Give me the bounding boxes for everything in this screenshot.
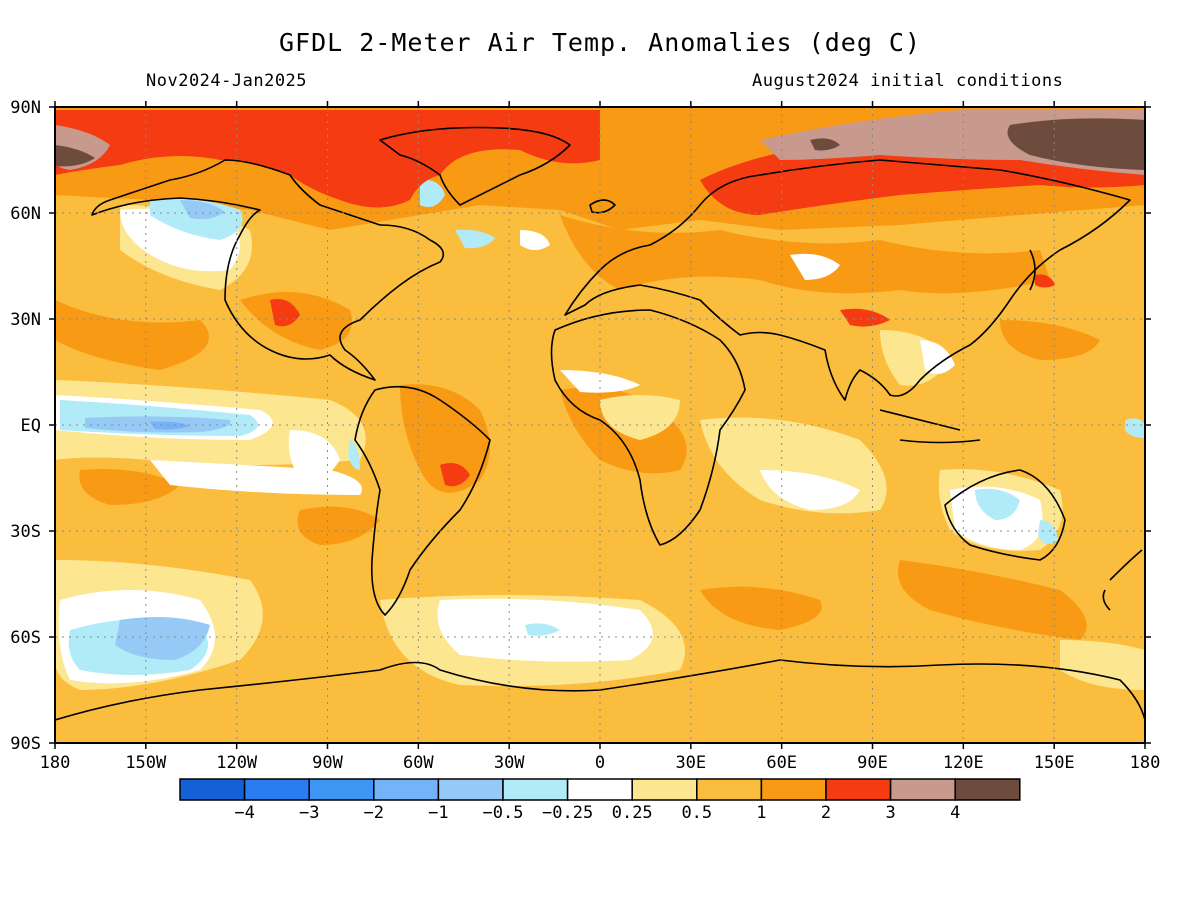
lat-label: 60S (10, 628, 41, 648)
colorbar-tick-label: 1 (756, 803, 766, 823)
lon-label: 30W (494, 753, 525, 773)
coast-new-zealand (1102, 549, 1143, 611)
colorbar-tick-label: −3 (299, 803, 319, 823)
axis-ticks (49, 101, 1151, 749)
lon-label: 180 (1130, 753, 1161, 773)
lat-label: EQ (21, 416, 41, 436)
lat-label: 90S (10, 734, 41, 754)
colorbar-tick-label: 3 (885, 803, 895, 823)
coast-north-america (91, 159, 445, 381)
lon-label: 0 (595, 753, 605, 773)
colorbar-swatch (696, 778, 763, 801)
coast-british-isles (589, 199, 616, 214)
anomaly-field (55, 107, 1145, 743)
colorbar-swatch (889, 778, 956, 801)
lon-label: 60E (766, 753, 797, 773)
colorbar-swatch (502, 778, 569, 801)
colorbar: −4 −3 −2 −1 −0.5 −0.25 0.25 0.5 1 2 3 4 (179, 778, 1021, 823)
colorbar-tick-label: 0.25 (612, 803, 653, 823)
colorbar-tick-label: 4 (950, 803, 960, 823)
latitude-labels: 90N 60N 30N EQ 30S 60S 90S (10, 98, 41, 754)
colorbar-swatch (825, 778, 892, 801)
lon-label: 90W (312, 753, 343, 773)
longitude-labels: 180 150W 120W 90W 60W 30W 0 30E 60E 90E … (40, 753, 1161, 773)
forecast-period: Nov2024-Jan2025 (146, 71, 308, 91)
grid-lines (55, 107, 1145, 743)
lat-label: 60N (10, 204, 41, 224)
colorbar-swatch (179, 778, 246, 801)
colorbar-labels: −4 −3 −2 −1 −0.5 −0.25 0.25 0.5 1 2 3 4 (234, 803, 960, 823)
coastlines (55, 126, 1145, 721)
coast-eurasia (564, 159, 1131, 401)
colorbar-swatch (760, 778, 827, 801)
colorbar-swatch (373, 778, 440, 801)
lon-label: 180 (40, 753, 71, 773)
lon-label: 30E (675, 753, 706, 773)
coast-japan (1029, 249, 1036, 291)
colorbar-swatches (179, 778, 1021, 801)
coast-africa (550, 309, 746, 546)
initial-conditions-label: August2024 initial conditions (752, 71, 1064, 91)
coast-greenland (379, 126, 571, 206)
lat-label: 30N (10, 310, 41, 330)
coast-antarctica (55, 659, 1145, 721)
lon-label: 120W (216, 753, 258, 773)
lat-label: 90N (10, 98, 41, 118)
colorbar-swatch (243, 778, 310, 801)
colorbar-swatch (631, 778, 698, 801)
lon-label: 150W (125, 753, 167, 773)
colorbar-tick-label: −0.5 (483, 803, 524, 823)
coast-south-america (354, 385, 491, 616)
anomaly-band-neg-1-2 (150, 421, 190, 430)
anomaly-band-gt4 (55, 118, 1145, 170)
colorbar-swatch (954, 778, 1021, 801)
colorbar-swatch (566, 778, 633, 801)
colorbar-tick-label: −2 (364, 803, 384, 823)
coast-maritime-continent (879, 409, 981, 444)
lon-label: 120E (943, 753, 984, 773)
colorbar-tick-label: −1 (428, 803, 448, 823)
colorbar-tick-label: −0.25 (542, 803, 593, 823)
lon-label: 150E (1034, 753, 1075, 773)
colorbar-swatch (308, 778, 375, 801)
lat-label: 30S (10, 522, 41, 542)
coast-australia (944, 469, 1066, 561)
colorbar-tick-label: 2 (821, 803, 831, 823)
colorbar-swatch (437, 778, 504, 801)
anomaly-band-neg-05-1 (85, 200, 231, 660)
lon-label: 90E (857, 753, 888, 773)
lon-label: 60W (403, 753, 434, 773)
chart-title: GFDL 2-Meter Air Temp. Anomalies (deg C) (278, 28, 922, 57)
colorbar-tick-label: −4 (234, 803, 254, 823)
colorbar-tick-label: 0.5 (681, 803, 712, 823)
